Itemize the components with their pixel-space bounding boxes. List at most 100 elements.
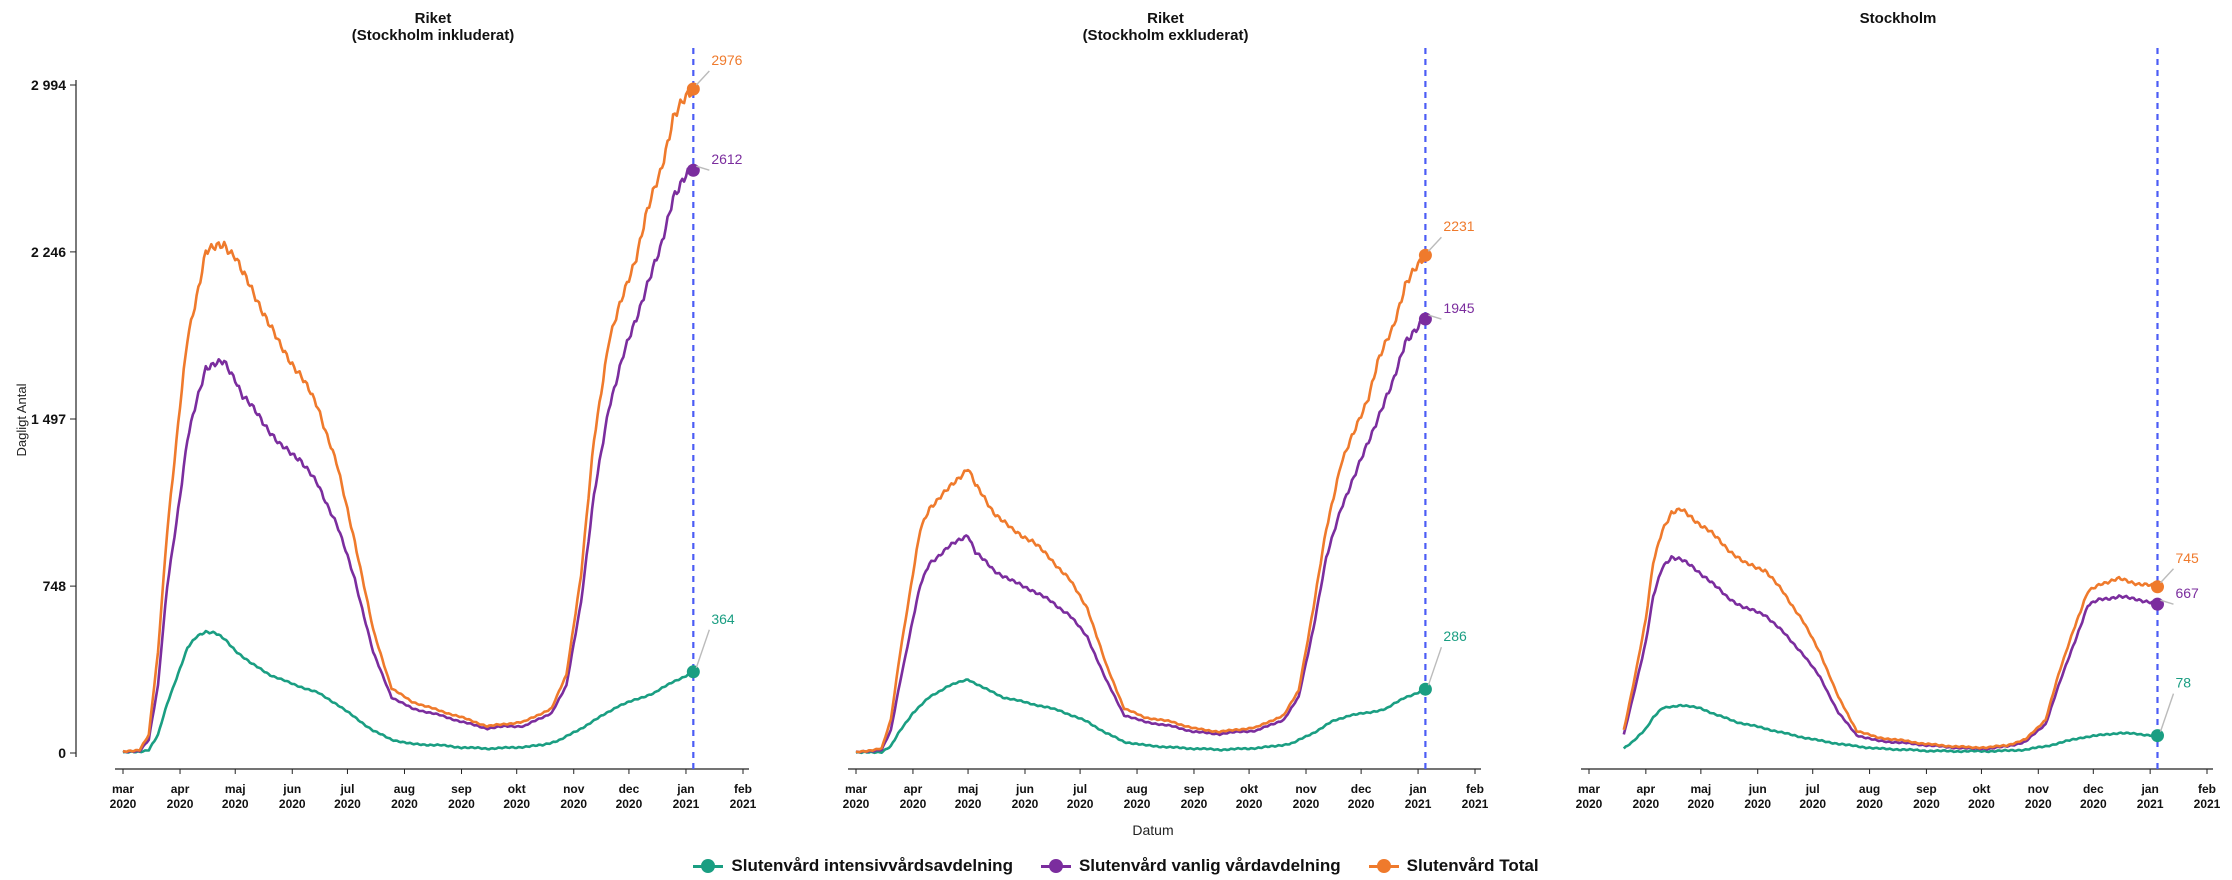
x-tick-label-year: 2020 <box>1576 797 1603 811</box>
x-tick-label-year: 2020 <box>391 797 418 811</box>
x-tick-label-year: 2020 <box>560 797 587 811</box>
x-tick-label-month: okt <box>508 782 526 796</box>
x-tick-label-month: apr <box>904 782 923 796</box>
legend-label-vanlig: Slutenvård vanlig vårdavdelning <box>1078 856 1341 875</box>
x-tick-label-year: 2020 <box>1293 797 1320 811</box>
x-tick-label-month: nov <box>1295 782 1317 796</box>
x-tick-label-month: dec <box>2083 782 2104 796</box>
legend-dot-ivs <box>701 859 716 873</box>
panel-subtitle: (Stockholm inkluderat) <box>352 27 515 44</box>
x-tick-label-month: dec <box>1351 782 1372 796</box>
legend: Slutenvård intensivvårdsavdelning Sluten… <box>0 854 2232 878</box>
x-tick-label-month: apr <box>1637 782 1656 796</box>
legend-item-total: Slutenvård Total <box>1368 856 1539 876</box>
x-tick-label-month: jan <box>2140 782 2158 796</box>
x-tick-label-month: sep <box>451 782 472 796</box>
legend-item-ivs: Slutenvård intensivvårdsavdelning <box>693 856 1013 876</box>
x-tick-label-month: mar <box>1578 782 1600 796</box>
x-tick-label-month: mar <box>845 782 867 796</box>
x-tick-label-month: mar <box>112 782 134 796</box>
x-tick-label-month: jan <box>676 782 694 796</box>
x-tick-label-year: 2020 <box>1688 797 1715 811</box>
series-line-total <box>1622 507 2158 750</box>
x-tick-label-year: 2020 <box>1124 797 1151 811</box>
x-tick-label-year: 2021 <box>2137 797 2164 811</box>
panel-1: Riket(Stockholm inkluderat)mar2020apr202… <box>31 10 757 811</box>
x-tick-label-year: 2021 <box>673 797 700 811</box>
legend-key-vanlig <box>1040 858 1071 874</box>
end-label-total: 745 <box>2175 550 2199 566</box>
legend-key-ivs <box>693 858 724 874</box>
y-tick-label: 2 994 <box>31 77 66 93</box>
x-tick-label-year: 2020 <box>1799 797 1826 811</box>
x-tick-label-year: 2020 <box>1012 797 1039 811</box>
end-point-total <box>2150 580 2164 594</box>
x-tick-label-month: jul <box>339 782 354 796</box>
x-tick-label-year: 2020 <box>900 797 927 811</box>
series-line-ivs <box>855 678 1426 755</box>
end-label-vanlig: 667 <box>2175 585 2199 601</box>
end-label-ivs: 364 <box>711 611 735 627</box>
end-label-leader-ivs <box>2159 693 2175 732</box>
x-tick-label-year: 2020 <box>334 797 361 811</box>
x-tick-label-year: 2020 <box>616 797 643 811</box>
legend-label-ivs: Slutenvård intensivvårdsavdelning <box>731 856 1013 875</box>
end-point-total <box>1418 248 1432 262</box>
end-point-ivs <box>686 665 700 679</box>
end-point-vanlig <box>2150 597 2164 611</box>
y-axis-label: Dagligt Antal <box>14 383 29 456</box>
legend-label-total: Slutenvård Total <box>1406 856 1539 875</box>
end-label-ivs: 78 <box>2175 675 2191 691</box>
end-label-leader-vanlig <box>2160 599 2174 605</box>
panel-2: Riket(Stockholm exkluderat)mar2020apr202… <box>843 10 1489 811</box>
x-tick-label-month: jul <box>1805 782 1820 796</box>
x-tick-label-month: maj <box>225 782 246 796</box>
x-tick-label-month: feb <box>1466 782 1484 796</box>
x-tick-label-year: 2020 <box>1348 797 1375 811</box>
end-label-total: 2231 <box>1443 218 1474 234</box>
series-line-total <box>855 254 1427 754</box>
y-tick-label: 1 497 <box>31 411 66 427</box>
end-label-leader-total <box>1427 236 1442 252</box>
x-tick-label-year: 2020 <box>955 797 982 811</box>
end-label-vanlig: 1945 <box>1443 300 1474 316</box>
x-tick-label-year: 2021 <box>1462 797 1489 811</box>
end-label-leader-vanlig <box>1428 314 1442 320</box>
x-tick-label-year: 2020 <box>503 797 530 811</box>
end-point-vanlig <box>1418 312 1432 326</box>
x-tick-label-year: 2020 <box>1856 797 1883 811</box>
series-line-vanlig <box>855 318 1427 754</box>
x-tick-label-month: feb <box>734 782 752 796</box>
panel-title: Riket <box>1147 10 1184 27</box>
legend-key-total <box>1368 858 1399 874</box>
x-tick-label-month: jan <box>1408 782 1426 796</box>
end-label-total: 2976 <box>711 52 742 68</box>
y-tick-label: 748 <box>43 578 67 594</box>
x-tick-label-year: 2020 <box>222 797 249 811</box>
series-line-vanlig <box>122 167 695 754</box>
x-tick-label-year: 2020 <box>1236 797 1263 811</box>
panel-title: Stockholm <box>1860 10 1937 27</box>
legend-dot-total <box>1376 859 1391 873</box>
x-tick-label-month: aug <box>1859 782 1880 796</box>
panel-title: Riket <box>415 10 452 27</box>
panel-subtitle: (Stockholm exkluderat) <box>1083 27 1249 44</box>
x-tick-label-month: jun <box>282 782 301 796</box>
y-tick-label: 0 <box>58 745 66 761</box>
x-tick-label-year: 2020 <box>1744 797 1771 811</box>
series-line-ivs <box>122 629 694 754</box>
series-line-total <box>122 88 695 753</box>
end-label-leader-ivs <box>695 629 710 669</box>
legend-dot-vanlig <box>1048 859 1063 873</box>
x-tick-label-month: aug <box>1126 782 1147 796</box>
x-tick-label-year: 2021 <box>2194 797 2221 811</box>
panel-3: Stockholmmar2020apr2020maj2020jun2020jul… <box>1576 10 2221 811</box>
end-point-vanlig <box>686 163 700 177</box>
x-tick-label-month: okt <box>1240 782 1258 796</box>
end-label-vanlig: 2612 <box>711 151 742 167</box>
x-tick-label-year: 2020 <box>1968 797 1995 811</box>
x-tick-label-year: 2020 <box>2080 797 2107 811</box>
y-tick-label: 2 246 <box>31 244 66 260</box>
x-tick-label-year: 2020 <box>167 797 194 811</box>
